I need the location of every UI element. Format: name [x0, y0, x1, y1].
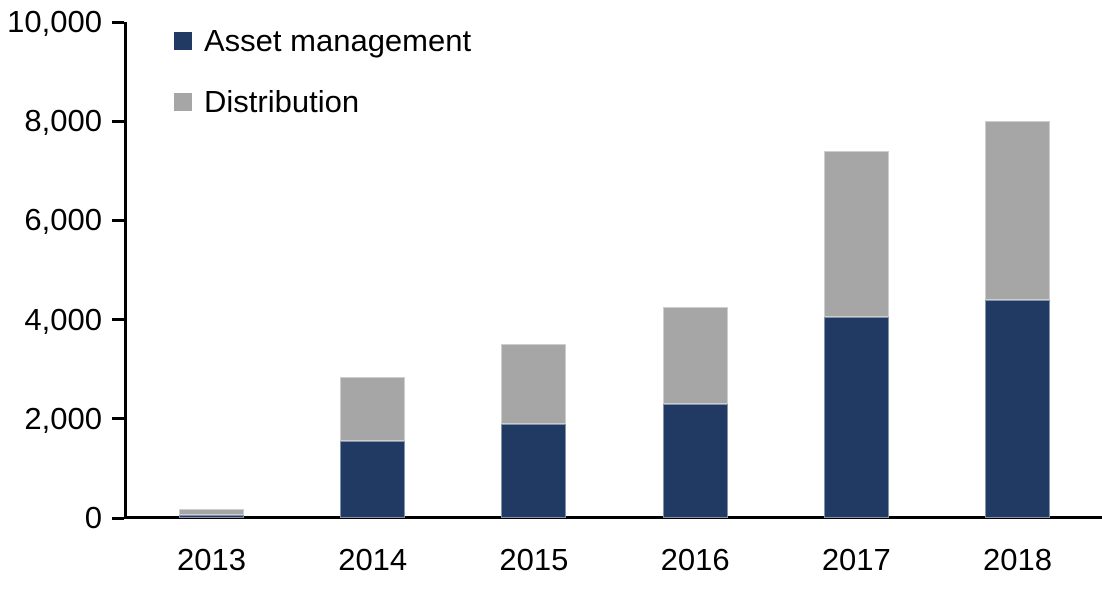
asset-management-swatch-icon — [174, 32, 192, 50]
y-axis-tick-label: 4,000 — [24, 301, 102, 337]
y-axis-tick — [112, 218, 124, 222]
legend-label-asset-management: Asset management — [204, 23, 472, 58]
x-axis-label-2015: 2015 — [499, 542, 569, 577]
bar-segment-2013-distribution — [179, 509, 244, 515]
y-axis-tick-label: 6,000 — [24, 202, 102, 238]
x-axis-line — [124, 516, 1102, 519]
x-axis-label-2013: 2013 — [177, 542, 246, 577]
y-axis-tick-label: 2,000 — [24, 400, 102, 436]
x-axis-label-2017: 2017 — [821, 542, 891, 577]
bar-segment-2017-distribution — [823, 150, 889, 318]
bar-segment-2017-asset-management — [823, 317, 889, 518]
legend-item-asset-management: Asset management — [174, 25, 471, 57]
legend: Asset management Distribution — [174, 25, 471, 147]
y-axis-tick — [112, 20, 124, 24]
y-axis-tick-label: 10,000 — [7, 4, 102, 39]
y-axis-tick — [112, 318, 124, 322]
bar-segment-2016-asset-management — [662, 403, 728, 518]
bar-segment-2014-asset-management — [340, 441, 406, 518]
x-axis-label-2018: 2018 — [983, 542, 1052, 577]
y-axis-tick-label: 8,000 — [24, 103, 102, 139]
y-axis-line — [124, 22, 127, 519]
y-axis-tick — [112, 417, 124, 421]
bar-segment-2013-asset-management — [179, 514, 244, 518]
legend-item-distribution: Distribution — [174, 86, 471, 118]
y-axis-tick — [112, 516, 124, 520]
bar-segment-2015-asset-management — [501, 423, 567, 518]
y-axis-tick — [112, 119, 124, 123]
bar-segment-2016-distribution — [662, 307, 728, 404]
x-axis-label-2014: 2014 — [338, 542, 408, 577]
bar-segment-2014-distribution — [340, 376, 406, 442]
y-axis-tick-label: 0 — [84, 500, 102, 535]
bar-segment-2015-distribution — [501, 344, 567, 424]
x-axis-label-2016: 2016 — [660, 542, 730, 577]
bar-segment-2018-distribution — [985, 121, 1050, 300]
distribution-swatch-icon — [174, 93, 192, 111]
legend-label-distribution: Distribution — [204, 84, 360, 119]
bar-segment-2018-asset-management — [985, 299, 1050, 518]
